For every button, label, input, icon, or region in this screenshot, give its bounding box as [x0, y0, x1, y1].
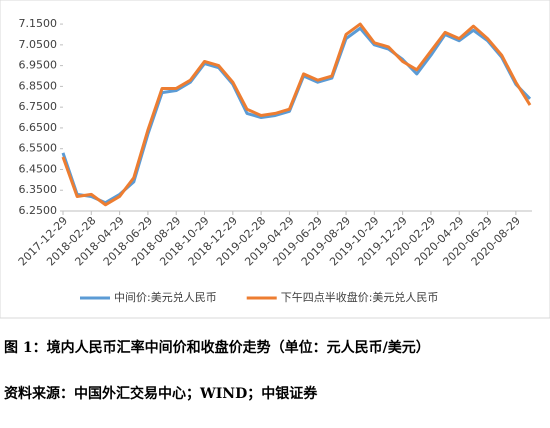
y-tick-label: 6.8500 [19, 79, 58, 92]
chart-frame [0, 0, 550, 319]
y-tick-label: 6.6500 [19, 121, 58, 134]
y-tick-label: 6.2500 [19, 204, 58, 217]
y-tick-label: 6.9500 [19, 59, 58, 72]
y-tick-label: 6.7500 [19, 100, 58, 113]
y-tick-label: 6.3500 [19, 183, 58, 196]
legend-label: 下午四点半收盘价:美元兑人民币 [281, 290, 439, 304]
source: 资料来源：中国外汇交易中心；WIND；中银证券 [4, 385, 318, 402]
y-tick-label: 6.4500 [19, 162, 58, 175]
y-tick-label: 7.1500 [19, 17, 58, 30]
series-line [61, 22, 532, 207]
caption: 图 1：境内人民币汇率中间价和收盘价走势（单位：元人民币/美元） [4, 339, 430, 356]
legend-label: 中间价:美元兑人民币 [114, 290, 217, 304]
y-tick-label: 6.5500 [19, 142, 58, 155]
y-tick-label: 7.0500 [19, 38, 58, 51]
